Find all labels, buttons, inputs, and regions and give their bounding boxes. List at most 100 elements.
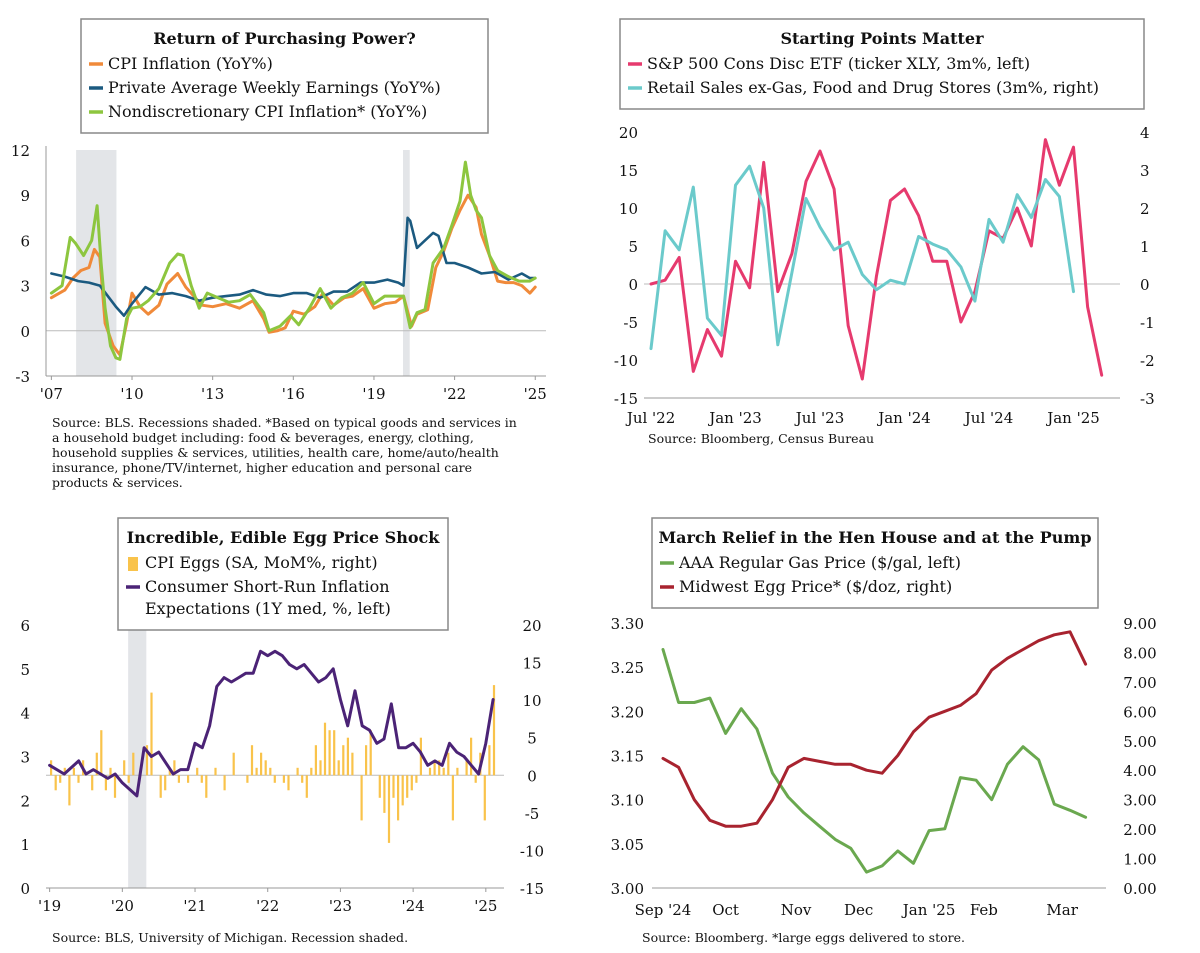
egg-bar bbox=[351, 752, 354, 776]
egg-bar bbox=[465, 760, 468, 776]
egg-bar bbox=[150, 692, 153, 776]
egg-bar bbox=[474, 775, 477, 783]
y-left-tick-label: 5 bbox=[628, 238, 638, 256]
egg-bar bbox=[383, 775, 386, 813]
y-left-tick-label: 5 bbox=[20, 661, 30, 679]
egg-bar bbox=[310, 767, 313, 776]
y-right-tick-label: 0.00 bbox=[1123, 880, 1156, 898]
chart-egg-price-shock: 654321020151050-5-10-15'19'20'21'22'23'2… bbox=[20, 517, 544, 915]
egg-bar bbox=[187, 775, 190, 783]
recession-shade bbox=[128, 625, 147, 888]
source-note-3: Source: BLS, University of Michigan. Rec… bbox=[52, 930, 409, 945]
egg-bar bbox=[145, 745, 149, 776]
legend-box bbox=[80, 18, 489, 134]
egg-bar bbox=[269, 767, 272, 776]
y-right-tick-label: 4 bbox=[1140, 124, 1150, 142]
recession-shade bbox=[402, 150, 410, 376]
egg-bar bbox=[68, 775, 71, 806]
chart-title: Return of Purchasing Power? bbox=[153, 29, 416, 48]
y-tick-label: 9 bbox=[20, 187, 30, 205]
egg-bar bbox=[328, 730, 331, 776]
y-right-tick-label: 5 bbox=[527, 730, 537, 748]
y-tick-label: 12 bbox=[11, 142, 30, 160]
egg-bar bbox=[100, 730, 103, 776]
source-note-1: Source: BLS. Recessions shaded. *Based o… bbox=[52, 415, 517, 490]
y-left-tick-label: -5 bbox=[623, 314, 638, 332]
x-tick-label: Jul '24 bbox=[963, 409, 1013, 427]
y-right-tick-label: 9.00 bbox=[1123, 615, 1156, 633]
x-tick-label: '20 bbox=[111, 897, 134, 915]
egg-bar bbox=[470, 737, 473, 776]
y-right-tick-label: 20 bbox=[522, 617, 541, 635]
egg-bar bbox=[305, 775, 308, 798]
x-tick-label: '24 bbox=[402, 897, 425, 915]
egg-bar bbox=[333, 730, 336, 776]
egg-bar bbox=[54, 775, 57, 791]
legend-entry: AAA Regular Gas Price ($/gal, left) bbox=[678, 553, 961, 572]
egg-bar bbox=[387, 775, 391, 843]
source-note-4: Source: Bloomberg. *large eggs delivered… bbox=[642, 930, 965, 945]
egg-bar bbox=[264, 760, 267, 776]
y-right-tick-label: 0 bbox=[527, 767, 537, 785]
y-right-tick-label: 1 bbox=[1140, 238, 1150, 256]
y-right-tick-label: 3 bbox=[1140, 162, 1150, 180]
y-right-tick-label: 0 bbox=[1140, 276, 1150, 294]
egg-bar bbox=[255, 767, 258, 776]
x-tick-label: '23 bbox=[329, 897, 352, 915]
egg-bar bbox=[301, 775, 304, 783]
expectations-line bbox=[48, 649, 495, 798]
chart-purchasing-power: 12 9 6 3 0 -3 '07 '10 '13 '16 '19 '22 '25 Return of P… bbox=[11, 18, 547, 403]
x-tick-label: '19 bbox=[38, 897, 61, 915]
egg-bar bbox=[323, 722, 327, 776]
egg-bar bbox=[337, 760, 340, 776]
y-right-tick-label: -2 bbox=[1140, 352, 1155, 370]
y-right-tick-label: 8.00 bbox=[1123, 644, 1156, 662]
x-tick-label: '07 bbox=[40, 385, 63, 403]
x-tick-label: Jan '25 bbox=[901, 901, 956, 919]
x-tick-label: Nov bbox=[781, 901, 812, 919]
y-tick-label: 3 bbox=[20, 278, 30, 296]
y-left-tick-label: 3.05 bbox=[611, 836, 644, 854]
egg-bar bbox=[342, 745, 345, 776]
egg-bar bbox=[428, 767, 432, 776]
x-tick-label: '22 bbox=[443, 385, 466, 403]
y-left-tick-label: 3.00 bbox=[611, 880, 644, 898]
y-left-tick-label: 3.30 bbox=[611, 615, 644, 633]
egg-price-line bbox=[661, 630, 1088, 828]
y-left-tick-label: 3 bbox=[20, 749, 30, 767]
egg-bar bbox=[205, 775, 208, 798]
egg-bar bbox=[360, 775, 363, 821]
y-left-tick-label: 0 bbox=[20, 880, 30, 898]
egg-bar bbox=[177, 775, 180, 783]
egg-bar bbox=[447, 752, 450, 776]
y-tick-label: -3 bbox=[15, 368, 30, 386]
egg-bar bbox=[173, 760, 176, 776]
legend-entry: Expectations (1Y med, %, left) bbox=[145, 599, 391, 618]
y-left-tick-label: 20 bbox=[619, 124, 638, 142]
egg-bar bbox=[123, 760, 126, 776]
y-right-tick-label: 5.00 bbox=[1123, 733, 1156, 751]
egg-bar bbox=[232, 752, 235, 776]
egg-bar bbox=[433, 760, 436, 776]
egg-bar bbox=[419, 737, 422, 776]
egg-bar bbox=[483, 775, 486, 821]
y-left-tick-label: 3.10 bbox=[611, 792, 644, 810]
chart-title: March Relief in the Hen House and at the… bbox=[658, 528, 1091, 547]
egg-bar bbox=[365, 745, 368, 776]
legend-box bbox=[651, 517, 1099, 609]
series-line-2 bbox=[649, 164, 1075, 351]
egg-bar bbox=[369, 730, 372, 776]
egg-bar bbox=[410, 775, 413, 791]
legend-entry: S&P 500 Cons Disc ETF (ticker XLY, 3m%, … bbox=[647, 54, 1030, 73]
x-tick-label: Feb bbox=[970, 901, 998, 919]
y-left-tick-label: -15 bbox=[614, 390, 638, 408]
x-tick-label: Sep '24 bbox=[635, 901, 692, 919]
egg-bar bbox=[132, 752, 135, 776]
x-tick-label: Jan '25 bbox=[1045, 409, 1100, 427]
x-tick-label: Jul '23 bbox=[794, 409, 844, 427]
legend-entry: CPI Inflation (YoY%) bbox=[108, 54, 273, 73]
x-tick-label: '19 bbox=[362, 385, 385, 403]
y-right-tick-label: -3 bbox=[1140, 390, 1155, 408]
egg-bar bbox=[273, 775, 276, 783]
egg-bar bbox=[406, 775, 409, 798]
